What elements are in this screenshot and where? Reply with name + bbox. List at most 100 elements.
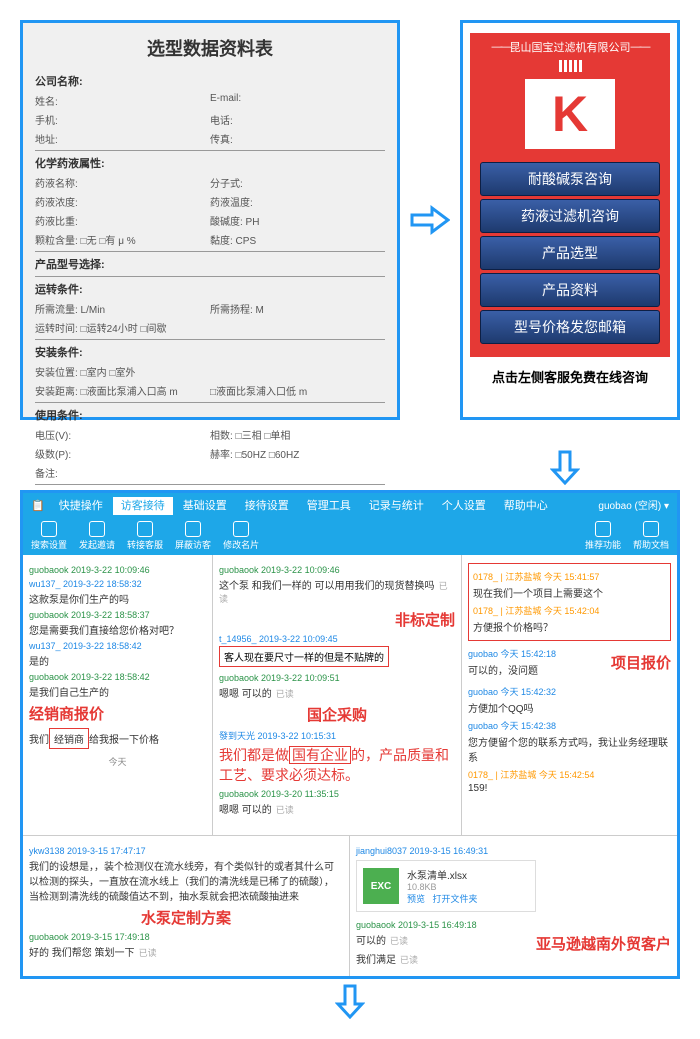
chat-tab-7[interactable]: 帮助中心 (496, 497, 556, 515)
form-field-label: 赫率: □50HZ □60HZ (210, 446, 299, 461)
form-section-title: 产品型号选择: (35, 254, 385, 274)
mid-text-1: 这个泵 和我们一样的 可以用用我们的现货替换吗 (219, 581, 435, 592)
toolbar-item-1[interactable]: 发起邀请 (79, 521, 115, 551)
r-meta-6: 0178_ | 江苏盐城 今天 15:42:54 (468, 768, 671, 781)
chat-tab-4[interactable]: 管理工具 (299, 497, 359, 515)
toolbar-right-item-1[interactable]: 帮助文档 (633, 521, 669, 551)
label-project-quote: 项目报价 (611, 652, 671, 673)
toolbar-item-3[interactable]: 屏蔽访客 (175, 521, 211, 551)
form-field-label: 酸碱度: PH (210, 213, 259, 228)
toolbar-label: 屏蔽访客 (175, 538, 211, 551)
toolbar-label: 推荐功能 (585, 538, 621, 551)
toolbar-icon (595, 521, 611, 537)
arrow-right-icon (410, 205, 450, 235)
chat-tab-2[interactable]: 基础设置 (175, 497, 235, 515)
toolbar-item-2[interactable]: 转接客服 (127, 521, 163, 551)
form-field-label: 分子式: (210, 175, 243, 190)
bottom-left-cell: ykw3138 2019-3-15 17:47:17 我们的设想是，，装个检测仪… (23, 836, 350, 976)
consult-button-1[interactable]: 药液过滤机咨询 (480, 199, 660, 233)
toolbar-icon (89, 521, 105, 537)
file-open-link[interactable]: 打开文件夹 (433, 894, 478, 904)
toolbar-icon (41, 521, 57, 537)
chat-tab-3[interactable]: 接待设置 (237, 497, 297, 515)
left-tail-text: 我们经销商给我报一下价格 (29, 726, 206, 751)
left-msg-meta-4: guobaook 2019-3-22 18:58:42 (29, 672, 206, 682)
form-field-label: 传真: (210, 131, 233, 146)
label-soe-purchase: 国企采购 (307, 707, 367, 724)
selection-form-panel: 选型数据资料表 公司名称:姓名:E-mail:手机:电话:地址:传真:化学药液属… (20, 20, 400, 420)
toolbar-icon (185, 521, 201, 537)
r-meta-4: guobao 今天 15:42:32 (468, 685, 671, 698)
bl-meta-2: guobaook 2019-3-15 17:49:18 (29, 932, 343, 942)
chat-panel: 📋 快捷操作访客接待基础设置接待设置管理工具记录与统计个人设置帮助中心 guob… (20, 490, 680, 979)
form-field-label: 级数(P): (35, 446, 71, 461)
today-divider: 今天 (29, 755, 206, 768)
left-msg-meta-3: wu137_ 2019-3-22 18:58:42 (29, 641, 206, 651)
mid-meta-2: t_14956_ 2019-3-22 10:09:45 (219, 634, 455, 644)
chat-tab-5[interactable]: 记录与统计 (361, 497, 432, 515)
company-card: 昆山国宝过滤机有限公司 K 耐酸碱泵咨询药液过滤机咨询产品选型产品资料型号价格发… (470, 33, 670, 357)
consult-button-2[interactable]: 产品选型 (480, 236, 660, 270)
file-xlsx-icon: EXC (363, 868, 399, 904)
br-text-2: 可以的 (356, 936, 386, 947)
consult-button-4[interactable]: 型号价格发您邮箱 (480, 310, 660, 344)
toolbar-item-4[interactable]: 修改名片 (223, 521, 259, 551)
bottom-right-cell: jianghui8037 2019-3-15 16:49:31 EXC 水泵清单… (350, 836, 677, 976)
company-name: 昆山国宝过滤机有限公司 (492, 39, 649, 55)
toolbar-right-item-0[interactable]: 推荐功能 (585, 521, 621, 551)
form-field-label: 电压(V): (35, 427, 71, 442)
file-name: 水泵清单.xlsx (407, 867, 529, 882)
mid-text-3: 嗯嗯 可以的 (219, 689, 272, 700)
mid-meta-3: guobaook 2019-3-22 10:09:51 (219, 673, 455, 683)
chat-tab-0[interactable]: 快捷操作 (51, 497, 111, 515)
label-pump-custom: 水泵定制方案 (141, 910, 231, 927)
mid-meta-5: guobaook 2019-3-20 11:35:15 (219, 789, 455, 799)
r-meta-3: guobao 今天 15:42:18 (468, 647, 556, 660)
chat-tab-6[interactable]: 个人设置 (434, 497, 494, 515)
form-field-label: 药液浓度: (35, 194, 78, 209)
file-preview-link[interactable]: 预览 (407, 894, 425, 904)
r-text-1: 现在我们一个项目上需要这个 (473, 585, 666, 600)
br-meta-2: guobaook 2019-3-15 16:49:18 (356, 920, 477, 930)
label-distributor-quote: 经销商报价 (29, 703, 206, 724)
toolbar-label: 帮助文档 (633, 538, 669, 551)
consult-button-0[interactable]: 耐酸碱泵咨询 (480, 162, 660, 196)
form-field-label: 姓名: (35, 93, 58, 108)
decorative-stripes (558, 59, 583, 77)
left-msg-text-1: 这款泵是你们生产的吗 (29, 591, 206, 606)
bl-text-1: 我们的设想是，，装个检测仪在流水线旁，有个类似针的或者其什么可以检测的探头，一直… (29, 858, 343, 903)
file-attachment[interactable]: EXC 水泵清单.xlsx 10.8KB 预览 打开文件夹 (356, 860, 536, 912)
mid-meta-4: 發到天光 2019-3-22 10:15:31 (219, 729, 455, 742)
form-title: 选型数据资料表 (35, 35, 385, 61)
r-text-4: 方便加个QQ吗 (468, 700, 671, 715)
form-field-label: 药液名称: (35, 175, 78, 190)
form-field-label: 手机: (35, 112, 58, 127)
toolbar-label: 修改名片 (223, 538, 259, 551)
mid-meta-1: guobaook 2019-3-22 10:09:46 (219, 565, 455, 575)
arrow-down-icon-2 (20, 984, 680, 1019)
form-field-label: 电话: (210, 112, 233, 127)
mid-text-5: 嗯嗯 可以的 (219, 805, 272, 816)
form-section-title: 使用条件: (35, 405, 385, 425)
form-field-label: 安装距离: □液面比泵浦入口高 m (35, 383, 178, 398)
logo-box: K (525, 79, 615, 149)
chat-tab-1[interactable]: 访客接待 (113, 497, 173, 515)
consult-button-3[interactable]: 产品资料 (480, 273, 660, 307)
chat-tabs: 📋 快捷操作访客接待基础设置接待设置管理工具记录与统计个人设置帮助中心 guob… (23, 493, 677, 517)
left-msg-meta-1: wu137_ 2019-3-22 18:58:32 (29, 579, 206, 589)
toolbar-icon (233, 521, 249, 537)
left-msg-meta-0: guobaook 2019-3-22 10:09:46 (29, 565, 206, 575)
form-section-title: 化学药液属性: (35, 153, 385, 173)
left-msg-text-2: 您是需要我们直接给您价格对吧？ (29, 622, 206, 637)
form-field-label: 药液比重: (35, 213, 78, 228)
form-section-title: 公司名称: (35, 71, 385, 91)
chat-left-column: guobaook 2019-3-22 10:09:46 wu137_ 2019-3… (23, 555, 213, 835)
toolbar-item-0[interactable]: 搜索设置 (31, 521, 67, 551)
form-field-label: 地址: (35, 131, 58, 146)
r-meta-2: 0178_ | 江苏盐城 今天 15:42:04 (473, 604, 666, 617)
r-text-3: 可以的，没问题 (468, 662, 556, 677)
bl-text-2: 好的 我们帮您 策划一下 (29, 948, 135, 959)
bl-meta-1: ykw3138 2019-3-15 17:47:17 (29, 846, 343, 856)
user-status-badge[interactable]: guobao (空闲) ▾ (598, 497, 669, 512)
form-field-label: 所需扬程: M (210, 301, 264, 316)
